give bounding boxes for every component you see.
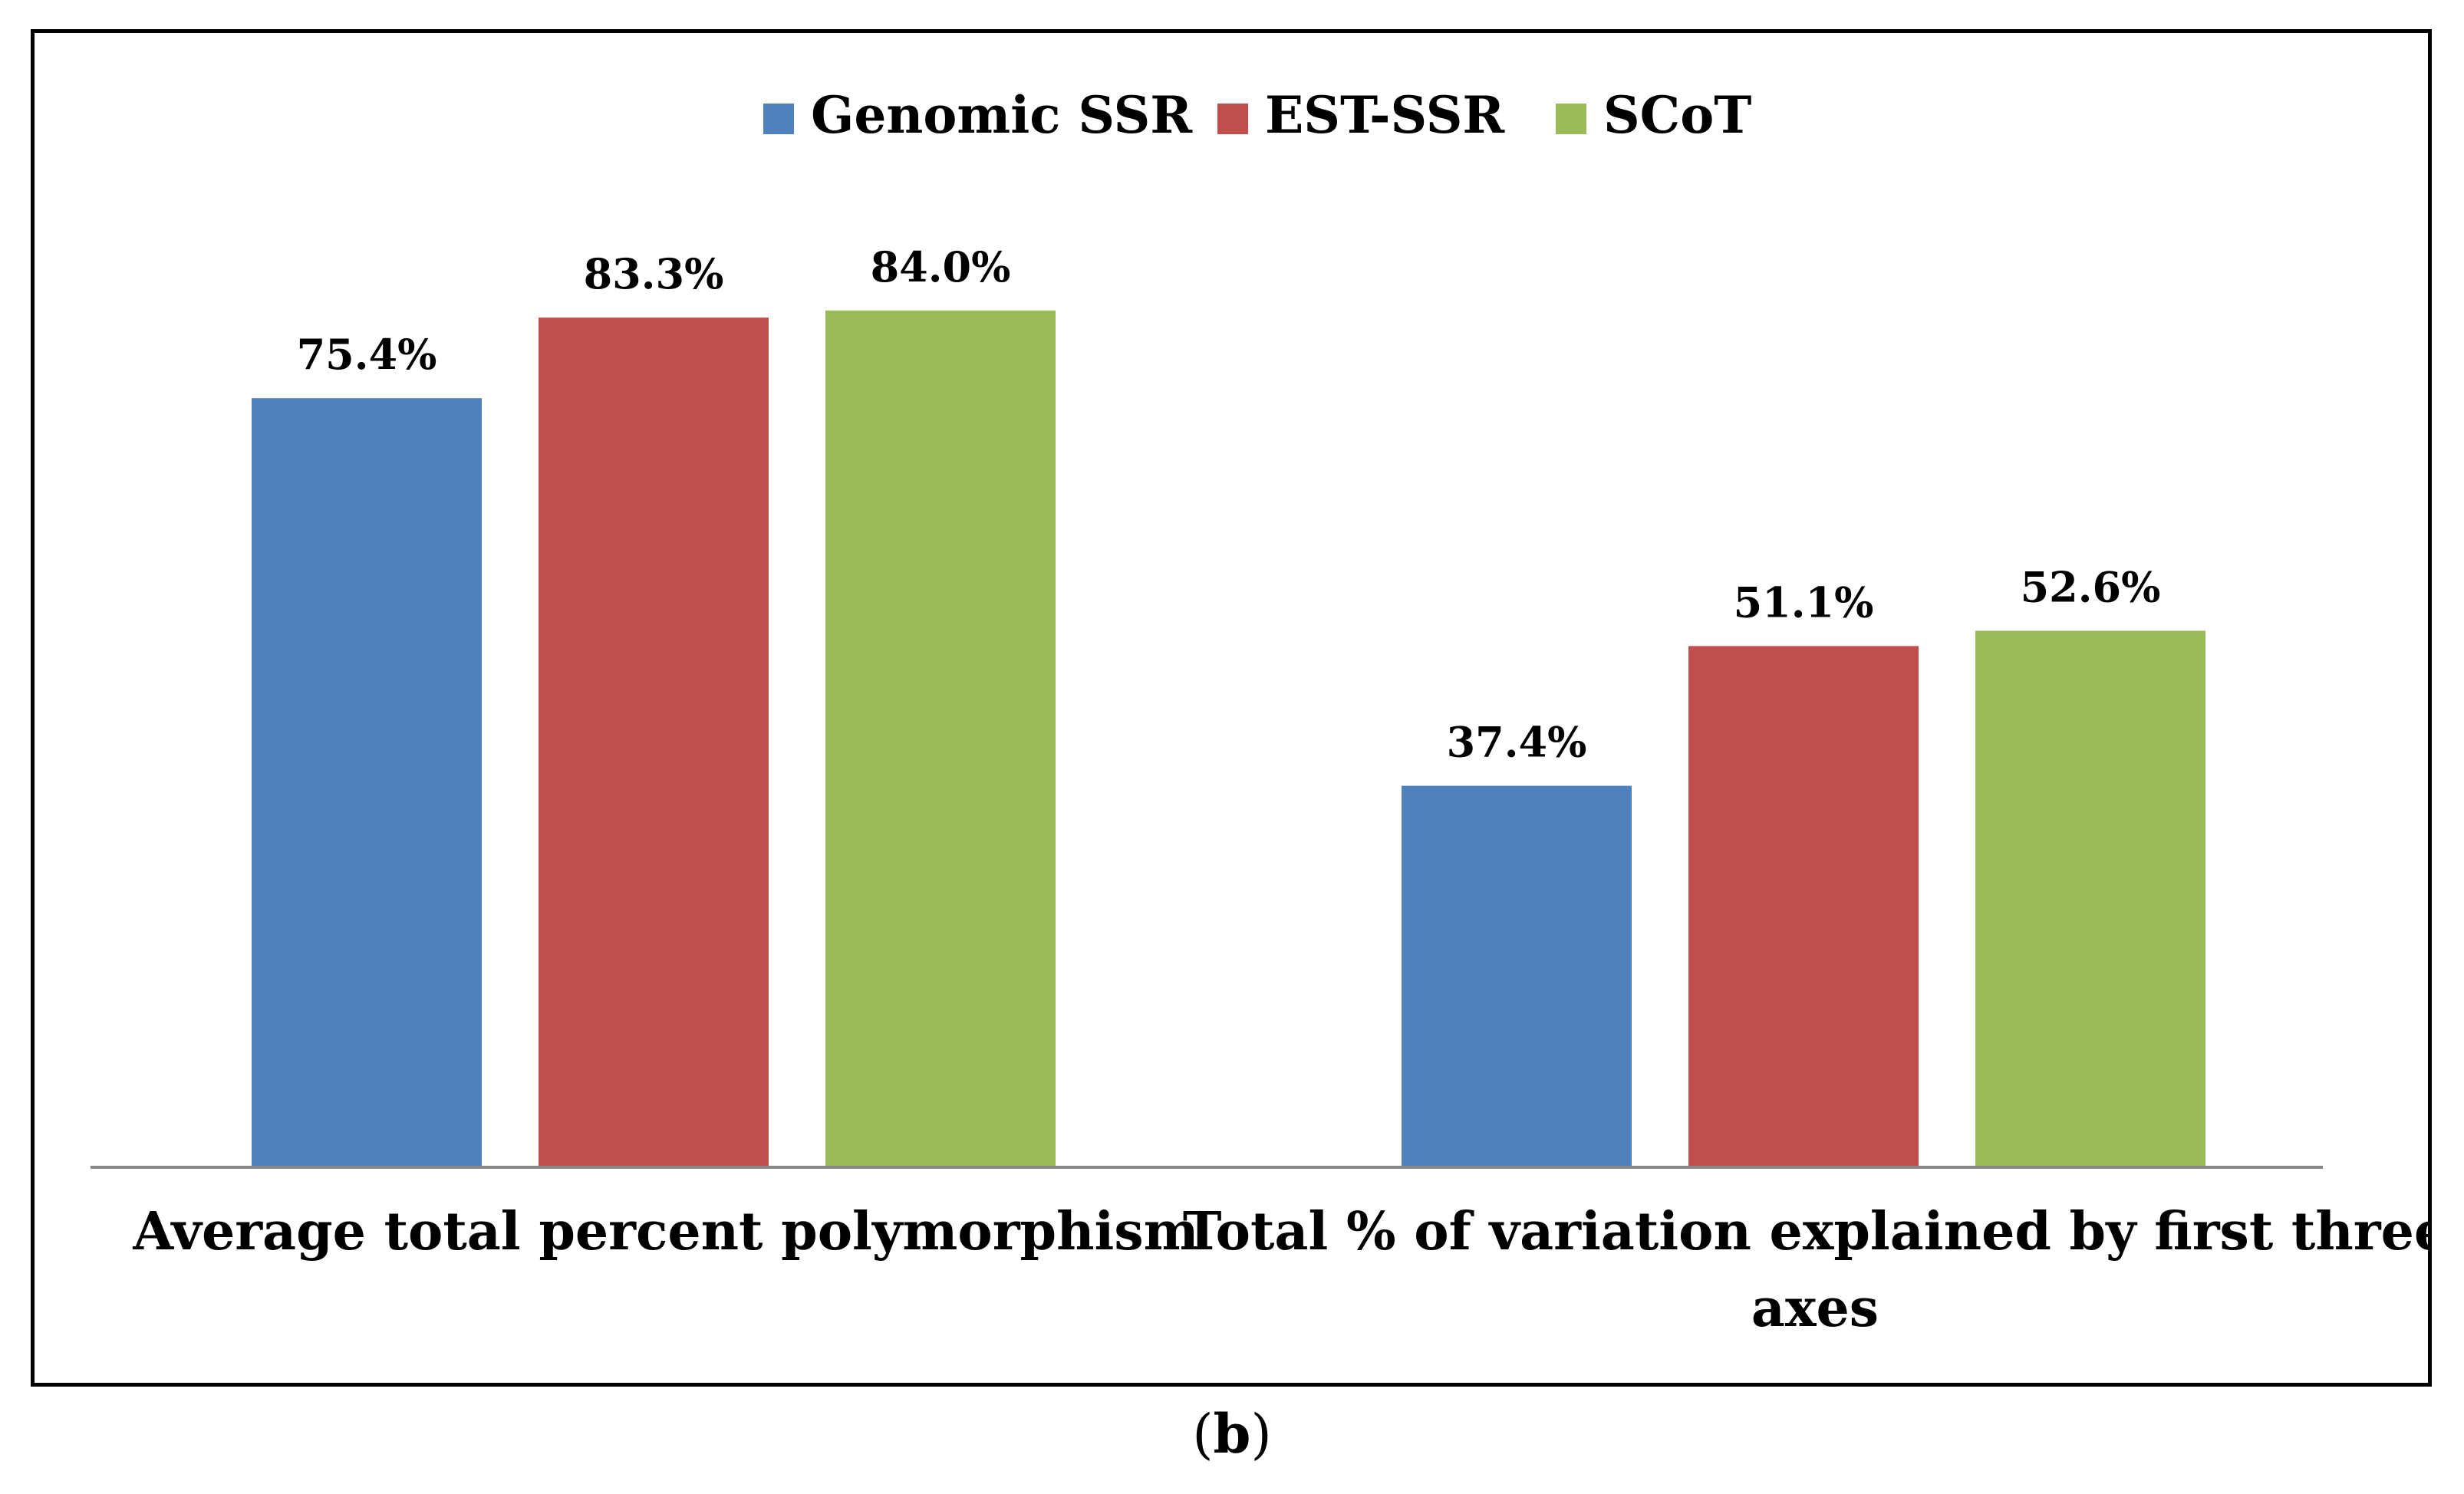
bar-scot-cat-1 [825,310,1056,1167]
category-label-2-line-2: axes [1751,1278,1879,1339]
caption-open: ( [1192,1403,1214,1466]
value-label-est-ssr-cat-1: 83.3% [584,249,724,298]
figure-caption: (b) [0,1402,2464,1466]
legend-label-scot: SCoT [1603,85,1751,145]
category-label-2-line-1: Total % of variation explained by first … [1183,1201,2428,1262]
category-labels: Average total percent polymorphismTotal … [132,1201,2428,1339]
caption-letter: b [1213,1402,1251,1466]
bar-scot-cat-2 [1975,630,2205,1167]
legend-label-genomic-ssr: Genomic SSR [811,85,1193,145]
value-labels: 75.4% 83.3% 84.0% 37.4% 51.1% 52.6% [297,242,2161,767]
value-label-est-ssr-cat-2: 51.1% [1734,578,1874,627]
bar-est-ssr-cat-2 [1688,646,1919,1167]
bars [252,310,2205,1167]
bar-genomic-ssr-cat-1 [252,398,482,1167]
caption-close: ) [1250,1403,1272,1466]
value-label-scot-cat-2: 52.6% [2021,562,2161,611]
bar-chart: Genomic SSR EST-SSR SCoT 75.4% 83.3% 84.0% 37… [91,85,2428,1339]
category-label-1: Average total percent polymorphism [132,1201,1198,1262]
chart-frame: Genomic SSR EST-SSR SCoT 75.4% 83.3% 84.0% 37… [31,29,2432,1387]
legend: Genomic SSR EST-SSR SCoT [763,85,1751,145]
value-label-genomic-ssr-cat-2: 37.4% [1447,718,1587,767]
legend-label-est-ssr: EST-SSR [1265,85,1505,145]
bar-genomic-ssr-cat-2 [1402,785,1632,1167]
legend-swatch-scot [1556,104,1586,134]
value-label-genomic-ssr-cat-1: 75.4% [297,330,437,379]
legend-swatch-genomic-ssr [763,104,794,134]
legend-swatch-est-ssr [1217,104,1248,134]
value-label-scot-cat-1: 84.0% [871,242,1011,291]
bar-est-ssr-cat-1 [539,318,769,1167]
